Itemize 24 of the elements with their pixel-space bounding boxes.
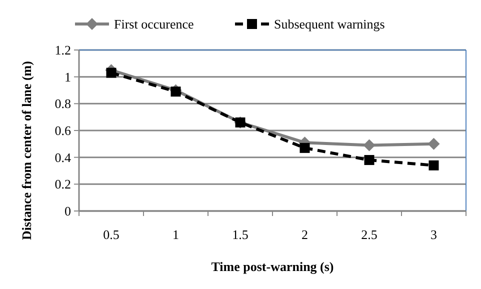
x-tick-label: 3 bbox=[430, 227, 437, 242]
y-tick-label: 1.2 bbox=[54, 42, 71, 58]
y-tick-label: 0.8 bbox=[54, 96, 71, 112]
x-tick-label: 2 bbox=[302, 227, 308, 242]
point bbox=[106, 68, 116, 78]
legend-label: Subsequent warnings bbox=[274, 16, 385, 32]
point bbox=[170, 86, 181, 97]
x-tick-label: 0.5 bbox=[103, 227, 120, 242]
legend-label: First occurence bbox=[114, 16, 194, 32]
y-tick-label: 1 bbox=[64, 69, 71, 84]
point bbox=[300, 142, 310, 153]
x-tick-label: 1.5 bbox=[232, 227, 248, 242]
y-tick-label: 0 bbox=[64, 204, 71, 219]
point bbox=[428, 138, 440, 150]
point bbox=[428, 160, 439, 170]
x-tick-label: 1 bbox=[172, 227, 179, 242]
x-axis-title: Time post-warning (s) bbox=[211, 259, 334, 274]
y-tick-label: 0.4 bbox=[54, 150, 72, 165]
y-tick-label: 0.2 bbox=[54, 176, 71, 192]
x-tick-label: 2.5 bbox=[361, 227, 378, 242]
point bbox=[363, 139, 376, 152]
y-axis-title: Distance from center of lane (m) bbox=[19, 61, 34, 240]
y-tick-label: 0.6 bbox=[54, 123, 72, 138]
point bbox=[364, 155, 374, 166]
